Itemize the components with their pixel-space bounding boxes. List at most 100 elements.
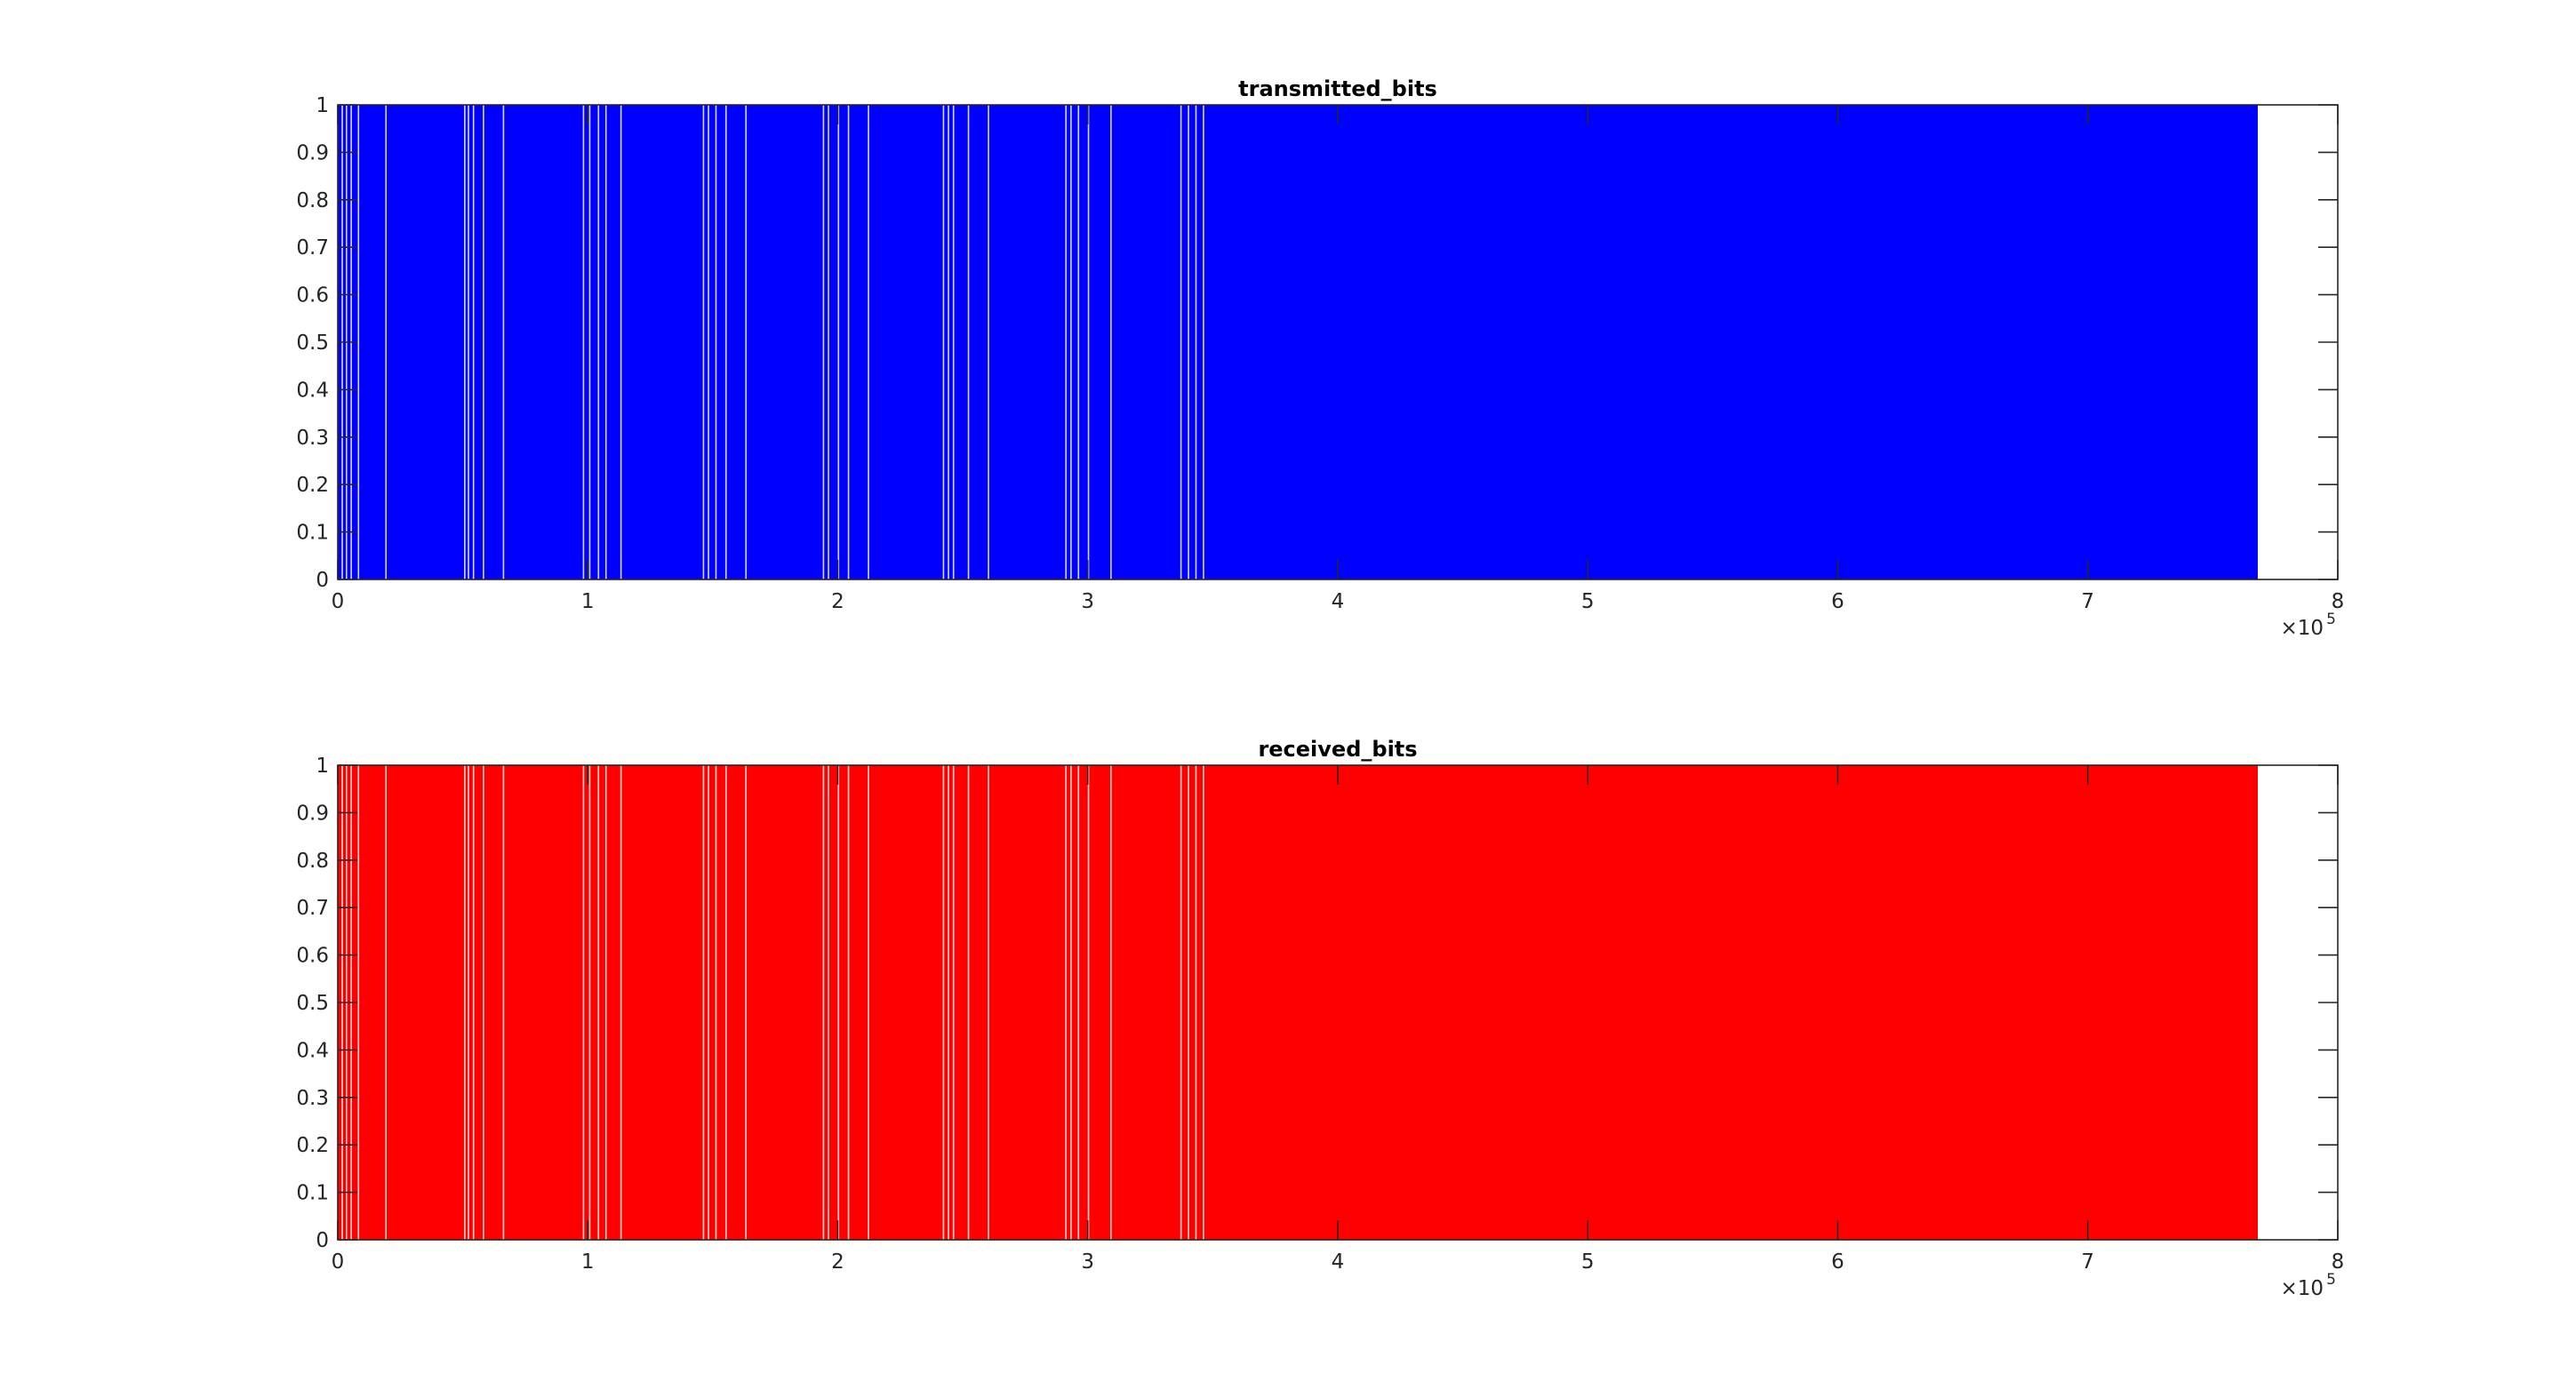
signal-gap — [385, 105, 388, 579]
signal-gap — [988, 765, 989, 1240]
signal-gap — [472, 105, 475, 579]
signal-gap — [620, 105, 622, 579]
signal-gap — [588, 105, 591, 579]
y-tick-label: 0.7 — [296, 897, 329, 920]
signal-gap — [1110, 105, 1112, 579]
signal-gap — [597, 765, 600, 1240]
x-tick-label: 3 — [1081, 590, 1094, 613]
signal-gap — [1110, 765, 1112, 1240]
x-tick-label: 4 — [1332, 1250, 1345, 1274]
signal-gap — [357, 105, 360, 579]
signal-gap — [708, 105, 709, 579]
y-tick-label: 0.7 — [296, 236, 329, 260]
signal-gap — [1077, 765, 1080, 1240]
y-tick-label: 0.5 — [296, 992, 329, 1015]
signal-gap — [822, 105, 825, 579]
subplot-received-bits: 0 0.1 0.2 0.3 0.4 0.5 0.6 0.7 0.8 0.9 1 0 1 2 3 4 5 6 7 8 ×1… — [296, 737, 2344, 1300]
y-tick-label: 0.3 — [296, 427, 329, 450]
signal-gap — [468, 105, 469, 579]
signal-gap — [483, 105, 484, 579]
signal-gap — [708, 765, 709, 1240]
signal-gap — [502, 105, 505, 579]
signal-gap — [745, 105, 748, 579]
y-tick-label: 0.2 — [296, 1134, 329, 1157]
signal-gap — [868, 105, 869, 579]
x-tick-label: 4 — [1332, 590, 1345, 613]
y-tick-label: 1 — [316, 755, 329, 778]
signal-gap — [468, 765, 469, 1240]
signal-gap — [1203, 765, 1204, 1240]
signal-gap — [837, 105, 840, 579]
y-tick-label: 0.3 — [296, 1087, 329, 1110]
y-tick-label: 0 — [316, 1229, 329, 1252]
signal-gap — [702, 105, 705, 579]
signal-gap — [502, 765, 505, 1240]
signal-gap — [1180, 765, 1182, 1240]
signal-gap — [967, 765, 970, 1240]
signal-gap — [948, 765, 949, 1240]
y-tick-label: 0.4 — [296, 1039, 329, 1062]
x-tick-label: 7 — [2081, 590, 2094, 613]
signal-gap — [988, 105, 989, 579]
signal-gap — [952, 105, 955, 579]
x-tick-label: 5 — [1581, 1250, 1595, 1274]
signal-gap — [868, 765, 869, 1240]
signal-gap — [847, 765, 850, 1240]
x-exponent-base: ×10 — [2280, 617, 2324, 640]
signal-gap — [483, 765, 484, 1240]
x-tick-label: 8 — [2332, 1250, 2345, 1274]
x-tick-label: 3 — [1081, 1250, 1094, 1274]
y-tick-label: 0.8 — [296, 850, 329, 873]
signal-gap — [1065, 765, 1068, 1240]
x-tick-label: 6 — [1831, 1250, 1844, 1274]
signal-gap — [942, 765, 945, 1240]
signal-gap — [967, 105, 970, 579]
x-tick-label: 1 — [581, 1250, 595, 1274]
signal-gap — [1077, 105, 1080, 579]
signal-gap — [1195, 765, 1197, 1240]
chart-title: transmitted_bits — [1238, 76, 1437, 101]
signal-gap — [1070, 765, 1072, 1240]
signal-gap — [588, 765, 591, 1240]
signal-gap — [847, 105, 850, 579]
y-tick-label: 0.4 — [296, 379, 329, 402]
y-tick-label: 0.1 — [296, 1182, 329, 1205]
signal-gap — [724, 765, 727, 1240]
signal-gap — [604, 765, 607, 1240]
signal-gap — [1087, 105, 1090, 579]
signal-gap — [822, 765, 825, 1240]
y-tick-label: 0 — [316, 569, 329, 592]
signal-gap — [1065, 105, 1068, 579]
x-tick-label: 0 — [332, 590, 345, 613]
signal-gap — [385, 765, 388, 1240]
signal-gap — [715, 105, 717, 579]
signal-gap — [1070, 105, 1072, 579]
chart-title: received_bits — [1258, 737, 1417, 762]
x-exponent-power: 5 — [2326, 611, 2336, 628]
y-tick-label: 0.1 — [296, 522, 329, 545]
signal-gap — [702, 765, 705, 1240]
signal-gap — [472, 765, 475, 1240]
x-tick-label: 0 — [332, 1250, 345, 1274]
x-tick-label: 5 — [1581, 590, 1595, 613]
x-tick-label: 7 — [2081, 1250, 2094, 1274]
y-tick-label: 0.8 — [296, 189, 329, 212]
x-exponent-base: ×10 — [2280, 1277, 2324, 1300]
signal-gap — [597, 105, 600, 579]
signal-gap — [1195, 105, 1197, 579]
signal-gap — [715, 765, 717, 1240]
x-tick-label: 2 — [831, 1250, 844, 1274]
signal-gap — [582, 105, 585, 579]
x-exponent-power: 5 — [2326, 1271, 2336, 1289]
subplot-transmitted-bits: 0 0.1 0.2 0.3 0.4 0.5 0.6 0.7 0.8 0.9 1 0 1 2 3 4 5 6 7 8 ×1… — [296, 76, 2344, 640]
signal-gap — [604, 105, 607, 579]
signal-gap — [1180, 105, 1182, 579]
signal-band-transmitted-bits — [338, 105, 2258, 579]
signal-gap — [464, 105, 466, 579]
y-tick-label: 0.6 — [296, 284, 329, 308]
signal-band-received-bits — [338, 765, 2258, 1240]
signal-gap — [357, 765, 360, 1240]
signal-gap — [1087, 765, 1090, 1240]
signal-gap — [724, 105, 727, 579]
